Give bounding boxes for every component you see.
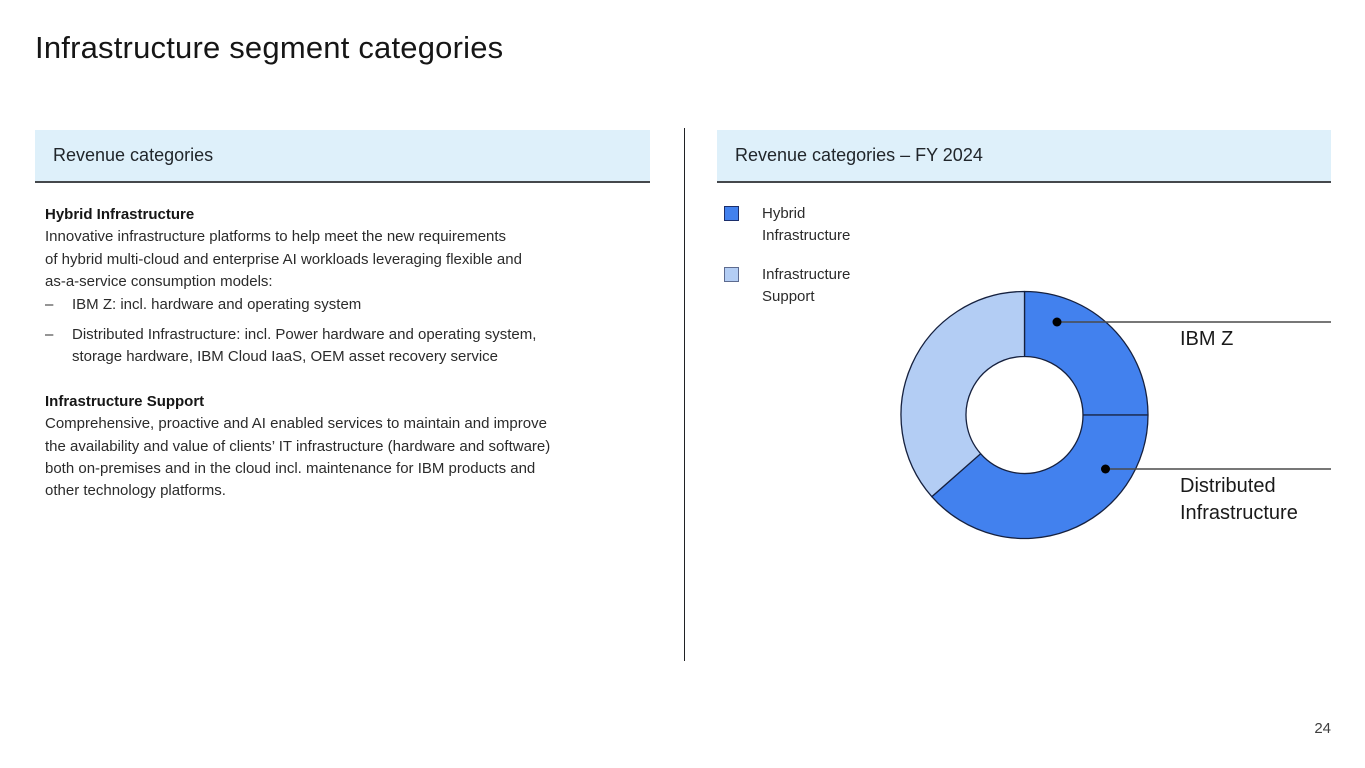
section-heading: Infrastructure Support [45,392,205,410]
section-infrastructure-support: Infrastructure Support Comprehensive, pr… [45,391,645,503]
infrastructure-support-swatch-icon [724,267,739,282]
section-paragraph: Innovative infrastructure platforms to h… [45,228,522,291]
left-panel-header: Revenue categories [35,130,650,183]
callout-label-ibm-z: IBM Z [1180,328,1234,350]
page-number: 24 [1314,720,1331,737]
donut-slices [900,290,1149,540]
chart-legend: Hybrid Infrastructure Infrastructure Sup… [724,203,850,325]
legend-label: Hybrid Infrastructure [762,205,851,244]
section-paragraph: Comprehensive, proactive and AI enabled … [45,415,551,500]
left-panel-body: Hybrid Infrastructure Innovative infrast… [45,204,645,503]
panel-divider [684,128,685,661]
callout-dot-distributed-infrastructure [1101,464,1110,474]
callout-label-distributed-infrastructure: Distributed Infrastructure [1180,475,1298,524]
hybrid-infrastructure-swatch-icon [724,206,739,221]
legend-label: Infrastructure Support [762,266,851,305]
bullet-dash: – [45,326,54,344]
section-hybrid-infrastructure: Hybrid Infrastructure Innovative infrast… [45,204,645,369]
right-panel-header: Revenue categories – FY 2024 [717,130,1331,183]
donut-chart [900,290,1331,540]
legend-item-infrastructure-support: Infrastructure Support [724,264,850,307]
section-heading: Hybrid Infrastructure [45,206,195,223]
bullet-text: IBM Z: incl. hardware and operating syst… [72,295,362,313]
donut-segment-ibm-z [1023,290,1149,416]
bullet-item: – Distributed Infrastructure: incl. Powe… [45,324,645,369]
donut-segment-distributed-infrastructure [931,414,1149,540]
bullet-text: Distributed Infrastructure: incl. Power … [72,326,537,366]
page-title: Infrastructure segment categories [35,30,504,65]
legend-item-hybrid-infrastructure: Hybrid Infrastructure [724,203,850,246]
bullet-dash: – [45,295,54,313]
bullet-item: – IBM Z: incl. hardware and operating sy… [45,294,645,316]
donut-segment-infrastructure-support [900,290,1026,498]
callout-dot-ibm-z [1052,317,1062,327]
